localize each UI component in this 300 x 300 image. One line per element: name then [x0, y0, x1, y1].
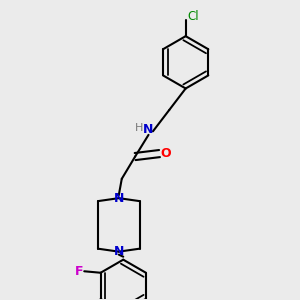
Text: F: F: [75, 265, 83, 278]
Text: Cl: Cl: [187, 10, 199, 23]
Text: N: N: [114, 245, 124, 258]
Text: N: N: [114, 192, 124, 205]
Text: N: N: [143, 123, 154, 136]
Text: O: O: [161, 147, 171, 160]
Text: H: H: [134, 123, 143, 133]
